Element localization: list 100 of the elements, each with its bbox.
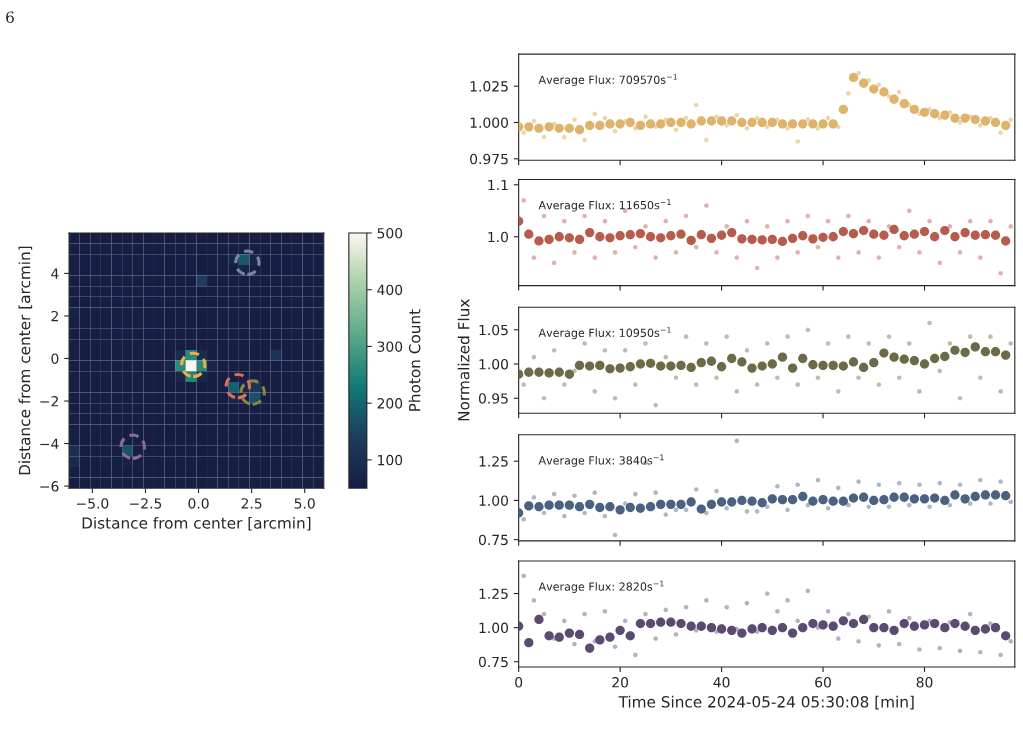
point [795,482,800,488]
point [808,360,818,370]
point [879,87,889,97]
point [564,233,575,243]
point [612,532,618,538]
point [704,510,709,516]
point [119,433,146,460]
point [734,389,740,394]
point [737,495,747,506]
point [666,361,676,371]
point [554,632,564,642]
x-tick-label: −5.0 [77,498,109,509]
point [808,496,818,506]
x-tick-label: 5.0 [294,498,315,509]
point [777,494,788,505]
point [615,119,625,129]
point [899,492,909,502]
point [896,641,902,647]
x-axis-title: Distance from center [arcmin] [82,516,311,531]
point [724,334,729,339]
point [727,353,737,364]
point [980,490,991,500]
point [764,504,770,509]
point [1001,120,1011,131]
point [988,621,993,626]
point [747,117,757,128]
point [869,622,879,633]
point [531,118,537,124]
point [866,504,872,509]
color-bar-label: 200 [377,398,403,409]
point [234,249,261,276]
point [605,632,615,642]
point [676,117,686,128]
point [592,490,598,495]
point [635,229,646,239]
point [564,369,575,379]
point [957,648,963,654]
point [787,628,798,638]
point [899,231,909,241]
point [574,360,585,371]
point [846,334,851,339]
point [960,347,970,358]
y-tick-label: 0.975 [470,153,508,165]
point [798,491,808,502]
point [838,361,848,371]
point [696,504,706,514]
point [615,625,625,636]
point [531,598,537,603]
point [645,119,656,129]
point [562,134,567,140]
point [767,359,777,369]
point [582,510,587,516]
point [937,480,943,486]
point [1008,341,1014,346]
point [635,120,646,131]
point [605,364,615,374]
point [828,360,838,371]
point [775,483,780,489]
text: 6 [6,11,14,23]
point [990,117,1001,128]
point [930,232,940,242]
point [808,234,818,244]
point [747,363,757,373]
point [960,621,970,631]
point [582,611,587,617]
point [978,375,983,380]
point [554,232,564,242]
point [706,233,717,243]
point [978,123,983,128]
point [919,620,930,630]
point [950,345,960,355]
point [787,233,798,243]
point [521,516,527,522]
point [564,123,575,133]
point [554,367,564,377]
color-bar-label: 300 [377,341,403,352]
point [524,367,534,377]
point [635,359,646,369]
y-tick-label: 1.000 [470,117,509,128]
point [848,618,859,629]
point [645,618,656,629]
point [224,372,252,400]
point [909,355,920,366]
point [970,625,980,636]
point [886,504,892,509]
point [950,232,960,242]
color-bar-label: 500 [377,227,403,239]
point [856,479,861,484]
point [960,113,970,123]
point [524,122,534,132]
annotation: Average Flux: 11650s$^{−1}$ [538,199,671,212]
point [1001,350,1011,360]
y-axis-title: Distance from center [arcmin] [18,246,33,475]
point [744,218,750,224]
point [653,402,658,408]
point [940,110,950,120]
point [737,234,747,244]
point [957,120,963,125]
point [988,501,993,506]
point [798,622,808,633]
